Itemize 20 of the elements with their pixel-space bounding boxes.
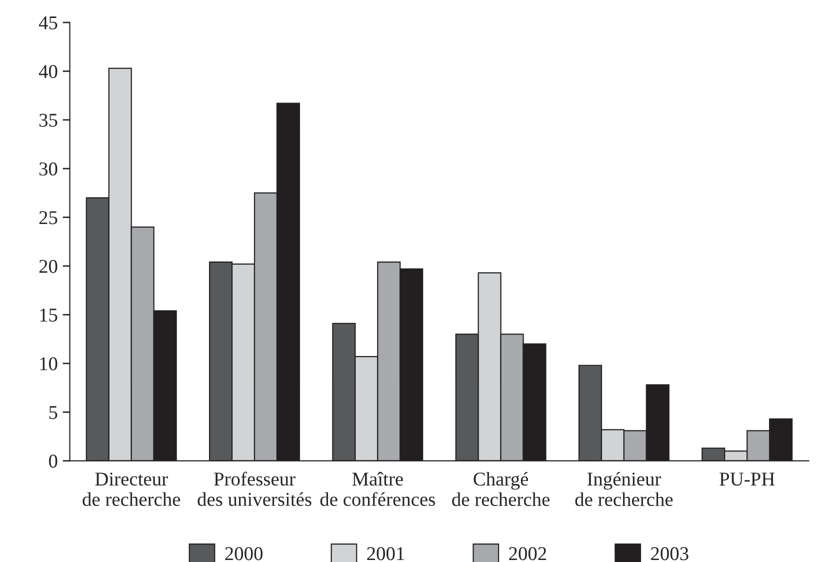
y-tick-label: 40	[38, 65, 58, 78]
legend-label: 2000	[225, 547, 263, 560]
y-tick-label: 20	[39, 260, 58, 273]
legend-label: 2001	[367, 547, 404, 560]
x-tick-label: Directeur de recherche	[82, 472, 180, 506]
x-tick-label: Chargé de recherche	[452, 472, 550, 506]
y-tick-label: 15	[40, 308, 58, 322]
y-tick-label: 0	[49, 454, 58, 468]
x-tick-label: Maître de conférences	[320, 472, 435, 506]
x-tick-label: Professeur des universités	[198, 472, 312, 506]
y-tick-label: 30	[39, 162, 58, 176]
y-tick-label: 45	[38, 16, 58, 30]
y-tick-label: 25	[39, 211, 58, 224]
x-tick-label: PU-PH	[720, 472, 775, 486]
y-tick-label: 5	[49, 406, 58, 420]
y-tick-label: 35	[39, 114, 58, 127]
y-tick-label: 10	[40, 357, 58, 370]
legend-label: 2003	[651, 547, 688, 560]
legend-label: 2002	[509, 547, 546, 560]
x-tick-label: Ingénieur de recherche	[575, 472, 673, 506]
